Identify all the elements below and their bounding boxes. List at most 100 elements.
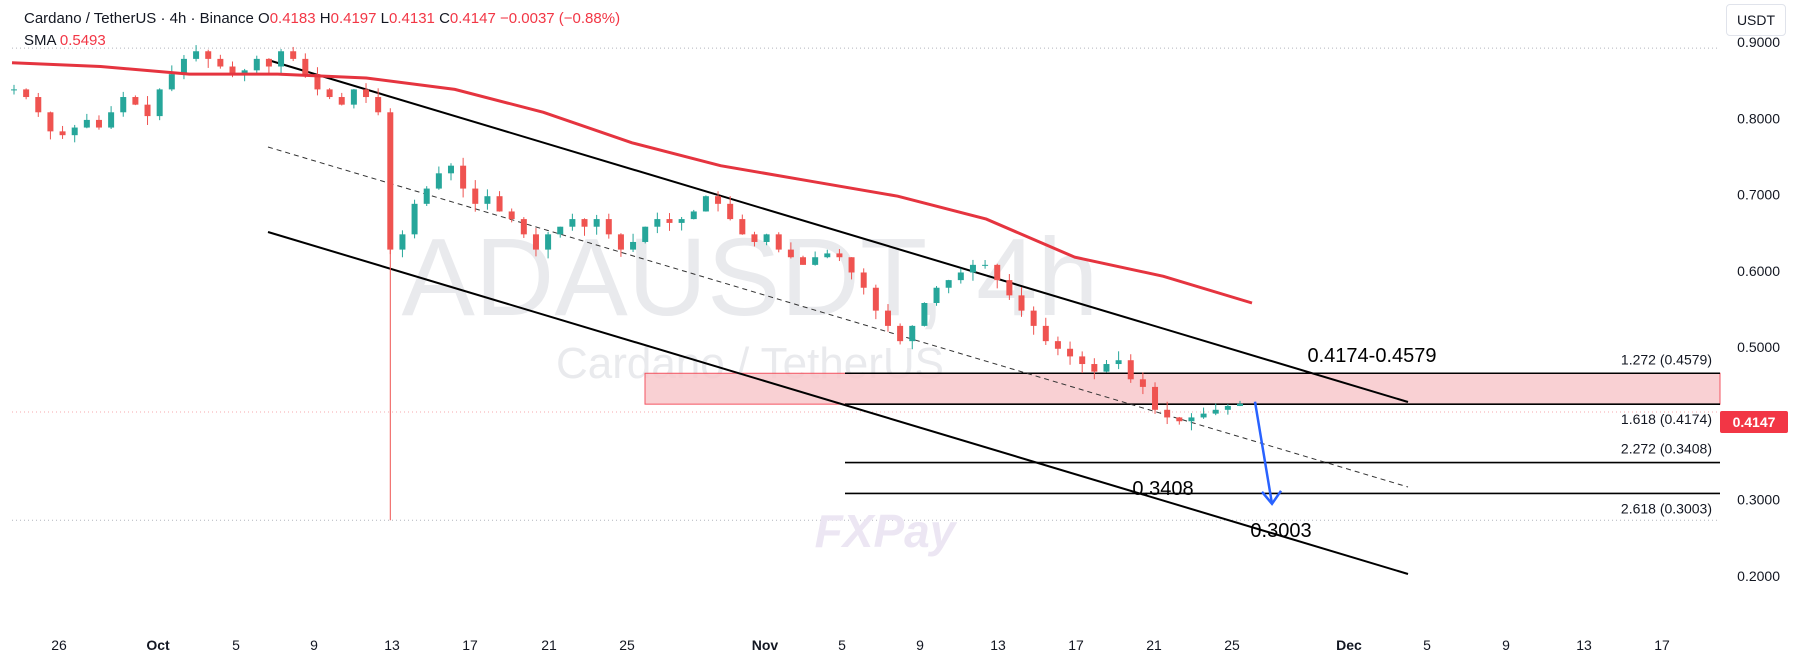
candle-body	[545, 234, 552, 250]
candle-body	[290, 51, 297, 59]
candle-body	[1212, 409, 1219, 414]
time-axis-label: 13	[384, 637, 400, 653]
candle-body	[1042, 325, 1049, 342]
candle-body	[557, 226, 564, 235]
time-axis-label: 13	[990, 637, 1006, 653]
symbol-title[interactable]: Cardano / TetherUS · 4h · Binance	[24, 10, 254, 27]
projection-arrow	[1253, 401, 1283, 506]
close-label: C	[439, 10, 450, 27]
candle-body	[702, 196, 709, 212]
candle-body	[727, 203, 734, 220]
chart-legend: Cardano / TetherUS · 4h · Binance O0.418…	[24, 8, 620, 52]
candle-body	[205, 51, 212, 59]
candle-body	[666, 219, 673, 223]
candle-body	[933, 287, 940, 303]
annotations: 0.4174-0.4579 0.3408 0.3003	[1132, 345, 1436, 542]
price-annotation: 0.3408	[1132, 478, 1193, 500]
candle-body	[1152, 386, 1159, 410]
candle-body	[617, 234, 624, 250]
price-axis: 0.20000.30000.40000.50000.60000.70000.80…	[1737, 34, 1780, 584]
time-axis-label: 17	[1068, 637, 1084, 653]
sma-polyline	[11, 61, 1253, 305]
candle-body	[35, 97, 42, 113]
currency-button[interactable]: USDT	[1726, 4, 1786, 36]
price-annotation: 0.4174-0.4579	[1307, 345, 1436, 367]
candle-body	[1030, 310, 1037, 326]
candle-body	[654, 219, 661, 227]
candle-body	[532, 234, 539, 250]
target-zone-rect	[644, 372, 1721, 405]
candle-body	[144, 104, 151, 117]
dotted-levels	[12, 47, 1720, 521]
candle-body	[836, 253, 843, 258]
close-value: 0.4147	[449, 10, 496, 27]
time-axis-label: 5	[838, 637, 846, 653]
time-axis-label: 9	[916, 637, 924, 653]
candle-body	[496, 196, 503, 212]
time-axis-label: 25	[1224, 637, 1240, 653]
candle-body	[302, 58, 309, 75]
descending-channel	[267, 59, 1409, 575]
candle-body	[824, 253, 831, 258]
candle-body	[472, 188, 479, 204]
channel-middle-line	[267, 146, 1409, 488]
candle-body	[775, 234, 782, 250]
candle-body	[168, 74, 175, 90]
price-axis-label: 0.7000	[1737, 187, 1780, 203]
candle-body	[872, 287, 879, 311]
candle-body	[957, 272, 964, 281]
candle-body	[739, 219, 746, 235]
candle-body	[751, 234, 758, 242]
candle-body	[217, 58, 224, 67]
price-axis-label: 0.8000	[1737, 110, 1780, 126]
last-price-badge: 0.4147	[1720, 411, 1788, 433]
candle-body	[593, 219, 600, 227]
candle-body	[715, 196, 722, 204]
candle-body	[1127, 360, 1134, 380]
time-axis-label: Oct	[146, 637, 170, 653]
price-annotation: 0.3003	[1250, 520, 1311, 542]
watermark-logo: FXPay	[815, 505, 958, 557]
time-axis-label: 26	[51, 637, 67, 653]
sma-label[interactable]: SMA	[24, 32, 56, 49]
candle-body	[253, 58, 260, 71]
candle-body	[1200, 413, 1207, 418]
high-value: 0.4197	[330, 10, 377, 27]
time-axis-label: 17	[462, 637, 478, 653]
candle-body	[23, 89, 30, 98]
candle-body	[1237, 403, 1243, 406]
candle-body	[690, 211, 697, 220]
candles	[11, 45, 1243, 521]
candle-body	[120, 97, 127, 113]
time-axis-label: 21	[1146, 637, 1162, 653]
candle-body	[581, 219, 588, 227]
candle-body	[108, 112, 115, 128]
candle-body	[1224, 405, 1231, 410]
candle-body	[314, 74, 321, 90]
time-axis-label: 9	[310, 637, 318, 653]
price-axis-label: 0.3000	[1737, 492, 1780, 508]
candle-body	[994, 264, 1001, 281]
open-label: O	[258, 10, 270, 27]
time-axis-label: 9	[1502, 637, 1510, 653]
candle-body	[411, 203, 418, 235]
candle-body	[945, 280, 952, 288]
low-label: L	[380, 10, 390, 27]
candle-body	[399, 234, 406, 250]
candle-body	[1115, 360, 1122, 365]
candle-body	[484, 196, 491, 204]
candle-body	[1067, 348, 1074, 357]
change-value: −0.0037 (−0.88%)	[499, 10, 621, 27]
time-axis-label: 17	[1654, 637, 1670, 653]
open-value: 0.4183	[269, 10, 316, 27]
candle-body	[897, 325, 904, 342]
candle-body	[47, 112, 54, 132]
high-label: H	[319, 10, 331, 27]
candle-body	[180, 58, 187, 75]
candle-body	[763, 234, 770, 242]
watermark-symbol: ADAUSDT, 4h	[402, 216, 1099, 339]
candle-body	[265, 58, 272, 67]
candle-body	[132, 97, 139, 105]
candle-body	[800, 257, 807, 265]
